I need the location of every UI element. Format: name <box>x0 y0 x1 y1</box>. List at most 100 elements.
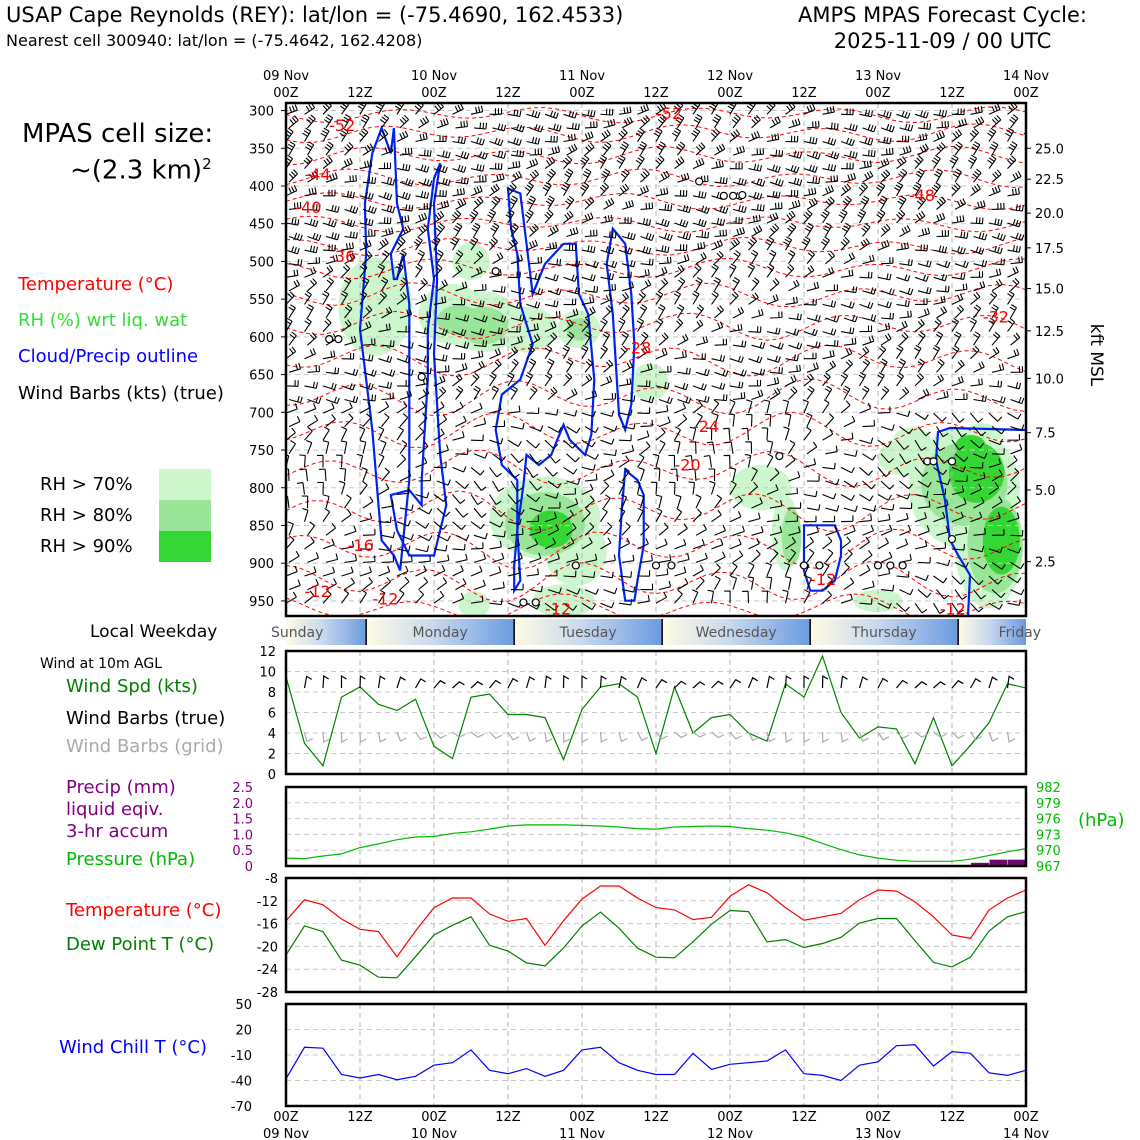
top-hour-label: 12Z <box>643 86 669 101</box>
grid-wind-barb <box>821 731 830 743</box>
wind-barb <box>470 521 485 530</box>
wind-barb <box>933 212 946 224</box>
wind-barb <box>769 342 784 350</box>
wind-barb <box>307 170 319 183</box>
wind-barb <box>806 412 813 427</box>
wind-barb <box>378 453 385 468</box>
wind-barb <box>418 223 429 237</box>
wind-barb <box>381 467 390 482</box>
wind-barb <box>991 232 1006 242</box>
wind-barb <box>880 223 891 237</box>
wind-barb <box>307 232 322 242</box>
wind-barb <box>325 522 337 536</box>
wind-barb <box>917 358 926 373</box>
wind-barb <box>862 314 877 322</box>
wind-barb <box>655 155 665 169</box>
surface-wind-barb <box>674 680 687 689</box>
wind-barb <box>788 150 803 159</box>
wind-barb <box>378 544 392 552</box>
wind-barb <box>618 345 628 360</box>
panel-frame <box>284 1002 1028 1108</box>
wind-barb <box>359 160 373 170</box>
wind-barb <box>323 114 334 129</box>
wind-barb <box>899 259 913 267</box>
calm-circle <box>719 191 728 200</box>
wind-barb <box>766 484 779 496</box>
wind-barb <box>584 331 592 346</box>
wind-barb <box>951 412 965 423</box>
wind-barb <box>1007 348 1020 360</box>
wind-barb <box>584 390 598 401</box>
wind-barb <box>769 149 784 158</box>
wind-barb <box>880 386 890 400</box>
wind-barb <box>843 123 858 132</box>
wind-barb <box>877 322 891 333</box>
wind-barb <box>822 266 835 278</box>
wind-barb <box>825 445 838 455</box>
wind-barb <box>825 479 840 486</box>
wind-subtitle: Wind at 10m AGL <box>40 656 163 672</box>
wind-barb <box>674 244 688 251</box>
wind-barb <box>751 467 758 482</box>
wind-barb <box>436 249 444 264</box>
temperature-contour-label: -20 <box>675 455 701 474</box>
wind-barb <box>399 368 414 376</box>
wind-barb <box>877 136 892 145</box>
wind-barb <box>703 454 713 468</box>
wind-barb <box>899 502 913 510</box>
wind-barb <box>359 382 374 391</box>
wind-barb <box>436 177 451 187</box>
wind-barb <box>714 369 729 377</box>
surface-wind-barb <box>821 674 829 689</box>
wind-barb <box>803 536 815 550</box>
wind-barb <box>529 148 543 156</box>
wind-barb <box>618 571 633 578</box>
wind-barb <box>677 553 690 563</box>
wind-barb <box>692 383 707 391</box>
wind-barb <box>658 304 666 319</box>
wind-barb <box>988 546 1003 554</box>
wind-barb <box>544 569 558 577</box>
wind-barb <box>436 150 451 159</box>
wind-barb <box>843 450 858 457</box>
wind-barb <box>473 480 487 491</box>
wind-barb <box>877 372 885 387</box>
wind-barb <box>877 406 891 414</box>
wind-barb <box>899 123 914 132</box>
wind-barb <box>952 168 962 183</box>
wind-barb <box>858 182 869 197</box>
wind-barb <box>917 143 929 156</box>
wind-barb <box>418 149 432 157</box>
wind-barb <box>566 426 581 434</box>
wind-barb <box>415 565 427 577</box>
wind-barb <box>751 178 766 187</box>
wind-barb <box>317 481 324 495</box>
wind-barb <box>600 375 613 387</box>
wind-barb <box>674 156 685 170</box>
wind-barb <box>322 219 337 228</box>
wind-barb <box>673 290 682 305</box>
wind-barb <box>769 387 781 400</box>
wind-barb <box>785 454 796 468</box>
wind-barb <box>341 566 354 577</box>
wind-barb <box>566 553 579 563</box>
surface-wind-barb <box>877 677 889 689</box>
wind-barb <box>638 141 647 156</box>
wind-barb <box>843 286 858 294</box>
calm-circle <box>417 372 426 381</box>
wind-barb <box>507 346 519 360</box>
chill-tick-label: 50 <box>235 998 252 1013</box>
wind-barb <box>802 399 809 414</box>
wind-barb <box>915 298 928 305</box>
wind-barb <box>695 395 710 403</box>
wind-barb <box>452 466 467 473</box>
wind-barb <box>674 189 688 197</box>
surface-wind-barb <box>896 679 909 689</box>
wind-barb <box>492 581 505 591</box>
wind-barb <box>709 103 719 115</box>
wind-barb <box>433 461 447 469</box>
wind-barb <box>935 331 944 346</box>
wind-barb <box>344 368 359 377</box>
top-hour-label: 12Z <box>791 86 817 101</box>
wind-barb <box>433 296 447 305</box>
